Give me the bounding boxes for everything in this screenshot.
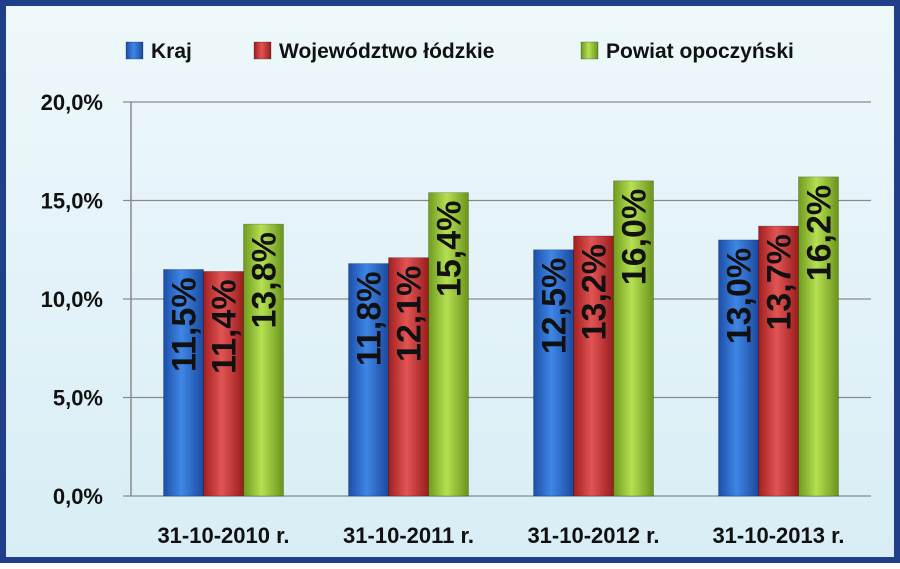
y-tick-label: 0,0% bbox=[53, 484, 103, 509]
bar-województwo-łódzkie bbox=[388, 257, 429, 497]
bar-kraj bbox=[533, 249, 574, 497]
bar-kraj bbox=[163, 269, 204, 497]
bar-kraj bbox=[718, 239, 759, 497]
bar-kraj bbox=[348, 263, 389, 497]
x-tick-label: 31-10-2010 r. bbox=[157, 523, 289, 548]
y-tick-label: 15,0% bbox=[41, 189, 103, 214]
data-label: 16,2% bbox=[801, 185, 839, 281]
bar-powiat-opoczyński bbox=[243, 223, 284, 497]
data-label: 11,5% bbox=[166, 277, 204, 372]
legend-label: Województwo łódzkie bbox=[279, 40, 494, 63]
data-label: 12,1% bbox=[391, 266, 429, 362]
legend-label: Kraj bbox=[151, 40, 192, 63]
y-tick-label: 5,0% bbox=[53, 386, 103, 411]
data-label: 13,2% bbox=[576, 244, 614, 340]
bar-chart: 0,0% 5,0% 10,0% 15,0% 20,0% 31-10-2010 r. 31-1… bbox=[41, 40, 871, 548]
legend-swatch bbox=[125, 41, 144, 60]
data-label: 11,8% bbox=[351, 272, 389, 367]
legend-swatch bbox=[580, 41, 599, 60]
data-label: 12,5% bbox=[536, 258, 574, 354]
bar-powiat-opoczyński bbox=[798, 176, 839, 497]
data-label: 11,4% bbox=[206, 279, 244, 374]
data-label: 13,0% bbox=[721, 248, 759, 344]
bar-województwo-łódzkie bbox=[573, 235, 614, 497]
y-tick-label: 10,0% bbox=[41, 287, 103, 312]
y-tick-label: 20,0% bbox=[41, 90, 103, 115]
x-tick-label: 31-10-2012 r. bbox=[527, 523, 659, 548]
data-label: 13,7% bbox=[761, 234, 799, 330]
data-label: 13,8% bbox=[246, 232, 284, 328]
bar-powiat-opoczyński bbox=[613, 180, 654, 497]
x-tick-label: 31-10-2013 r. bbox=[712, 523, 844, 548]
legend-swatch bbox=[253, 41, 272, 60]
data-label: 16,0% bbox=[616, 189, 654, 285]
x-tick-label: 31-10-2011 r. bbox=[343, 523, 474, 548]
data-label: 15,4% bbox=[431, 201, 469, 297]
bar-powiat-opoczyński bbox=[428, 192, 469, 497]
bar-województwo-łódzkie bbox=[758, 225, 799, 497]
legend-label: Powiat opoczyński bbox=[606, 40, 794, 63]
